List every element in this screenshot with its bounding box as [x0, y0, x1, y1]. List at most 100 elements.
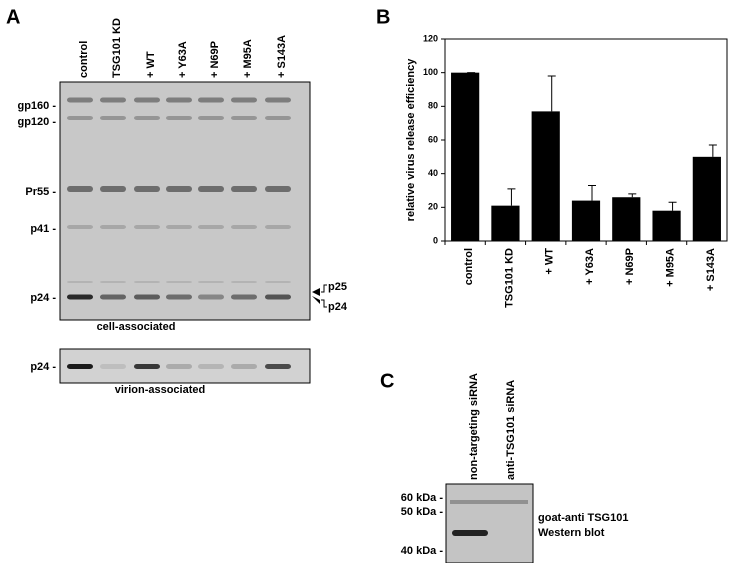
- band: [265, 186, 291, 192]
- band: [166, 186, 192, 192]
- error-bar: [547, 75, 556, 112]
- band: [67, 186, 93, 192]
- band: [134, 281, 160, 283]
- band: [231, 281, 257, 283]
- band: [67, 225, 93, 229]
- band: [265, 364, 291, 369]
- x-tick-label: TSG101 KD: [503, 248, 515, 308]
- bar: [531, 111, 560, 241]
- panel-letter: B: [376, 6, 390, 28]
- x-tick-label: + M95A: [664, 248, 676, 287]
- x-tick-label: + WT: [544, 248, 556, 275]
- band: [231, 364, 257, 369]
- band: [231, 294, 257, 300]
- bar: [692, 156, 721, 241]
- band: [198, 116, 224, 120]
- band: [166, 294, 192, 300]
- band: [134, 364, 160, 369]
- x-tick-label: + N69P: [624, 248, 636, 285]
- band: [67, 364, 93, 369]
- band: [265, 225, 291, 229]
- band: [166, 364, 192, 369]
- band: [134, 225, 160, 229]
- marker-label: 60 kDa -: [401, 492, 444, 504]
- marker-label: p24 -: [30, 292, 56, 304]
- band: [134, 116, 160, 120]
- band: [452, 530, 488, 536]
- band: [100, 364, 126, 369]
- note: goat-anti TSG101: [538, 512, 628, 524]
- lane-label: + S143A: [276, 35, 288, 78]
- band: [450, 500, 528, 504]
- band: [231, 225, 257, 229]
- bar: [491, 205, 520, 241]
- band: [100, 97, 126, 103]
- band: [265, 294, 291, 300]
- marker-label: 50 kDa -: [401, 506, 444, 518]
- marker-label: p41 -: [30, 223, 56, 235]
- note: Western blot: [538, 527, 605, 539]
- error-bar: [588, 184, 596, 201]
- error-bar: [668, 201, 677, 211]
- band: [231, 116, 257, 120]
- y-tick-label: 100: [423, 67, 438, 77]
- band: [198, 225, 224, 229]
- caption: virion-associated: [115, 384, 205, 396]
- marker-label: gp160 -: [17, 100, 56, 112]
- lane-label: TSG101 KD: [111, 18, 123, 78]
- band: [231, 97, 257, 103]
- bar: [612, 197, 641, 241]
- band: [67, 97, 93, 103]
- band: [67, 294, 93, 300]
- bar: [451, 72, 480, 242]
- band: [231, 186, 257, 192]
- error-bar: [507, 188, 516, 206]
- marker-label: Pr55 -: [25, 186, 56, 198]
- marker-label: gp120 -: [17, 116, 56, 128]
- band: [265, 97, 291, 103]
- band: [166, 116, 192, 120]
- y-tick-label: 60: [428, 134, 438, 144]
- band: [100, 186, 126, 192]
- panel-letter: A: [6, 6, 20, 28]
- error-bar: [708, 144, 717, 157]
- marker-label: p24: [328, 301, 348, 313]
- y-tick-label: 0: [433, 235, 438, 245]
- band: [100, 116, 126, 120]
- x-tick-label: + S143A: [705, 248, 717, 291]
- band: [67, 116, 93, 120]
- y-tick-label: 20: [428, 202, 438, 212]
- band: [166, 225, 192, 229]
- band: [134, 97, 160, 103]
- lane-label: control: [78, 41, 90, 78]
- error-bar: [628, 193, 637, 198]
- x-tick-label: control: [463, 248, 475, 285]
- x-tick-label: + Y63A: [584, 248, 596, 285]
- panel-letter: C: [380, 370, 394, 392]
- y-tick-label: 80: [428, 101, 438, 111]
- band: [198, 281, 224, 283]
- band: [67, 281, 93, 283]
- arrowhead: [312, 288, 320, 304]
- band: [198, 364, 224, 369]
- band: [100, 294, 126, 300]
- band: [134, 294, 160, 300]
- band: [100, 281, 126, 283]
- lane-label: + Y63A: [177, 41, 189, 78]
- band: [198, 97, 224, 103]
- marker-label: p25: [328, 281, 347, 293]
- y-axis-label: relative virus release efficiency: [405, 58, 417, 222]
- blot: [445, 483, 534, 563]
- y-tick-label: 120: [423, 33, 438, 43]
- band: [166, 97, 192, 103]
- band: [166, 281, 192, 283]
- blot: [59, 81, 311, 321]
- lane-label: anti-TSG101 siRNA: [505, 380, 517, 480]
- caption: cell-associated: [97, 321, 176, 333]
- lane-label: non-targeting siRNA: [468, 373, 480, 480]
- lane-label: + WT: [145, 51, 157, 78]
- lane-label: + N69P: [209, 41, 221, 78]
- band: [265, 281, 291, 283]
- bracket: [321, 284, 327, 308]
